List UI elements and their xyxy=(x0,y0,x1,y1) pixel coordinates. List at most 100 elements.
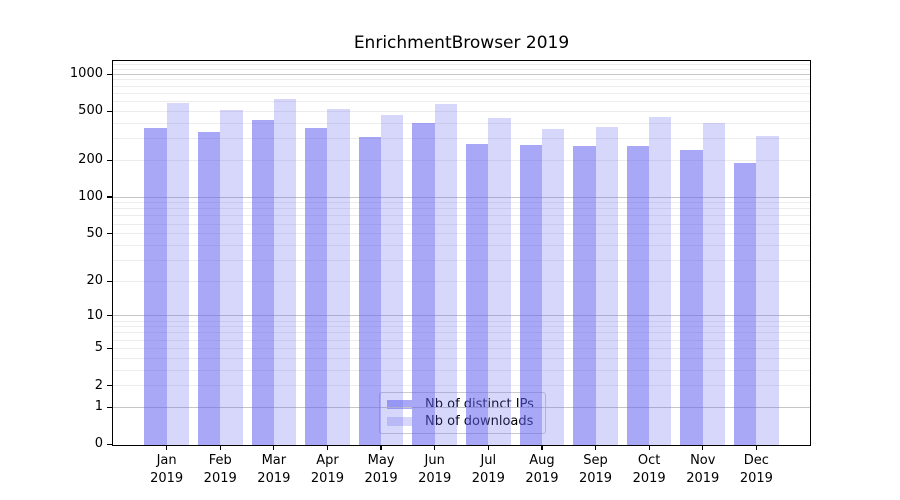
gridline-minor xyxy=(113,320,810,322)
gridline-minor xyxy=(113,138,810,140)
x-tick-year: 2019 xyxy=(150,471,184,486)
chart-title: EnrichmentBrowser 2019 xyxy=(353,33,570,53)
y-tick-mark-1000 xyxy=(107,73,112,75)
x-tick-month: May xyxy=(367,453,395,468)
bar-distinct-ips-feb xyxy=(197,131,221,445)
bar-downloads-jun xyxy=(434,104,457,445)
y-tick-label-1: 1 xyxy=(94,399,103,415)
x-tick-label-sep-2019: Sep 2019 xyxy=(564,452,628,488)
x-tick-month: Jan xyxy=(156,453,177,468)
x-tick-label-may-2019: May 2019 xyxy=(349,452,413,488)
x-tick-label-apr-2019: Apr 2019 xyxy=(295,452,359,488)
legend-item-downloads: Nb of downloads xyxy=(387,414,538,429)
x-tick-year: 2019 xyxy=(364,471,398,486)
gridline-minor xyxy=(113,202,810,204)
gridline-major xyxy=(113,73,810,75)
y-tick-mark-2 xyxy=(107,384,112,387)
bar-distinct-ips-aug xyxy=(519,145,542,445)
x-tick-year: 2019 xyxy=(739,471,773,486)
x-tick-mark-apr xyxy=(326,445,329,450)
y-tick-label-20: 20 xyxy=(86,273,103,289)
x-tick-label-aug-2019: Aug 2019 xyxy=(510,452,574,488)
gridline-minor xyxy=(113,339,810,341)
gridline-major xyxy=(113,315,810,317)
x-tick-label-mar-2019: Mar 2019 xyxy=(242,452,306,488)
bar-downloads-mar xyxy=(273,98,297,445)
gridline-minor xyxy=(113,122,810,124)
x-tick-year: 2019 xyxy=(257,471,291,486)
bar-distinct-ips-jan xyxy=(144,128,167,445)
bar-downloads-feb xyxy=(220,110,243,445)
y-tick-mark-20 xyxy=(107,280,112,282)
gridline-minor xyxy=(113,223,810,225)
x-tick-mark-nov xyxy=(702,445,704,450)
gridline-minor xyxy=(113,85,810,87)
x-tick-label-oct-2019: Oct 2019 xyxy=(617,452,681,488)
x-tick-year: 2019 xyxy=(418,471,452,486)
x-tick-label-jul-2019: Jul 2019 xyxy=(456,452,520,488)
gridline-minor xyxy=(113,79,810,81)
x-tick-mark-jun xyxy=(434,445,436,450)
bar-distinct-ips-dec xyxy=(734,162,757,445)
x-tick-label-dec-2019: Dec 2019 xyxy=(724,452,788,488)
gridline-minor xyxy=(113,208,810,210)
y-tick-label-2: 2 xyxy=(94,377,103,393)
x-tick-mark-mar xyxy=(273,445,275,450)
x-tick-year: 2019 xyxy=(310,471,344,486)
x-tick-year: 2019 xyxy=(471,471,505,486)
x-tick-year: 2019 xyxy=(203,471,237,486)
y-tick-label-500: 500 xyxy=(78,103,103,119)
bar-distinct-ips-may xyxy=(358,136,382,445)
x-tick-month: Oct xyxy=(637,453,661,468)
y-tick-label-50: 50 xyxy=(86,225,103,241)
x-tick-month: Dec xyxy=(743,453,769,468)
y-tick-mark-50 xyxy=(107,233,112,235)
bar-distinct-ips-oct xyxy=(626,146,650,445)
bar-downloads-jan xyxy=(166,102,189,445)
x-tick-year: 2019 xyxy=(686,471,720,486)
gridline-minor xyxy=(113,159,810,161)
bar-distinct-ips-jul xyxy=(466,144,489,445)
x-tick-label-jun-2019: Jun 2019 xyxy=(403,452,467,488)
bar-downloads-sep xyxy=(595,127,618,445)
x-tick-mark-sep xyxy=(594,445,597,450)
gridline-minor xyxy=(113,215,810,217)
gridline-minor xyxy=(113,110,810,112)
x-tick-mark-feb xyxy=(219,445,221,450)
y-tick-label-0: 0 xyxy=(94,436,103,452)
x-tick-month: Apr xyxy=(316,453,339,468)
gridline-minor xyxy=(113,259,810,261)
bar-distinct-ips-mar xyxy=(251,119,274,445)
x-tick-month: Nov xyxy=(690,453,716,468)
legend-swatch-distinct-ips xyxy=(387,400,412,410)
x-tick-month: Aug xyxy=(529,453,555,468)
x-tick-month: Jun xyxy=(424,453,445,468)
bar-downloads-oct xyxy=(649,117,672,445)
y-tick-mark-100 xyxy=(107,196,112,198)
plot-area: Nb of distinct IPs Nb of downloads 0 1 2 5 1… xyxy=(70,60,811,486)
gridline-minor xyxy=(113,244,810,246)
gridline-minor xyxy=(113,332,810,334)
y-tick-label-5: 5 xyxy=(94,340,103,356)
x-tick-month: Sep xyxy=(583,453,608,468)
x-tick-year: 2019 xyxy=(632,471,666,486)
legend-item-distinct-ips: Nb of distinct IPs xyxy=(387,397,538,412)
bar-distinct-ips-jun xyxy=(412,123,435,445)
bar-downloads-dec xyxy=(756,135,779,445)
y-tick-label-1000: 1000 xyxy=(69,66,103,82)
x-tick-month: Jul xyxy=(480,453,497,468)
x-tick-label-feb-2019: Feb 2019 xyxy=(188,452,252,488)
bar-downloads-aug xyxy=(541,128,565,445)
gridline-major xyxy=(113,196,810,198)
y-tick-label-100: 100 xyxy=(78,189,103,205)
gridline-minor xyxy=(113,369,810,371)
bar-distinct-ips-sep xyxy=(573,146,596,445)
gridline-minor xyxy=(113,385,810,387)
x-tick-mark-dec xyxy=(755,445,757,450)
gridline-minor xyxy=(113,233,810,235)
x-tick-mark-may xyxy=(380,445,382,450)
x-tick-mark-jul xyxy=(487,445,489,450)
gridline-minor xyxy=(113,92,810,94)
bar-distinct-ips-nov xyxy=(680,150,703,445)
